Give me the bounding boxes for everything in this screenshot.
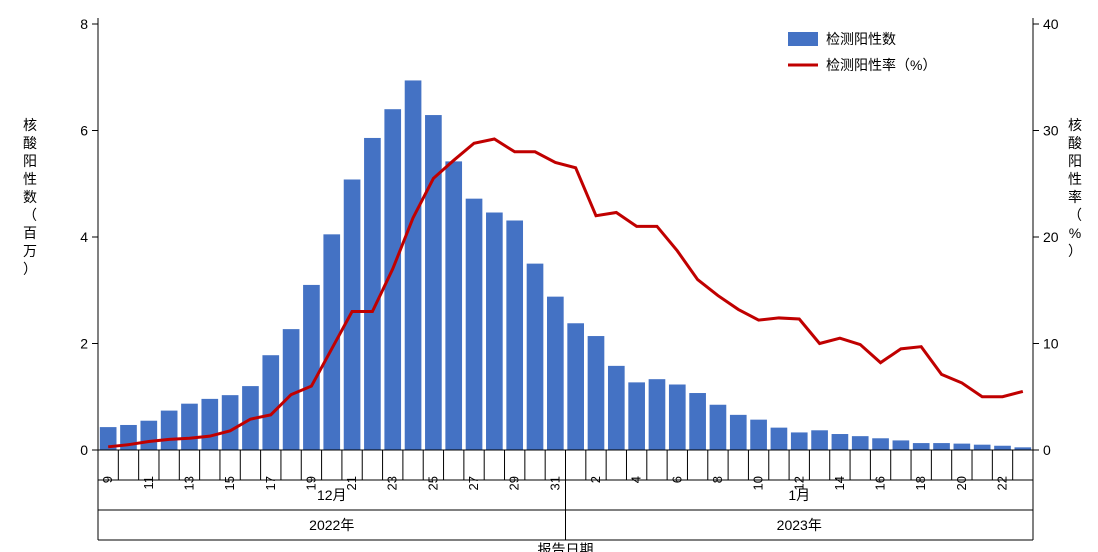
svg-text:阳: 阳: [1068, 153, 1082, 169]
xtick-label: 6: [669, 476, 684, 483]
xtick-label: 4: [629, 476, 644, 483]
year-label: 2023年: [777, 517, 822, 533]
bar: [649, 379, 666, 450]
bar: [852, 436, 869, 450]
xtick-label: 27: [466, 476, 481, 490]
svg-text:性: 性: [1068, 171, 1082, 187]
x-axis-label: 报告日期: [538, 541, 594, 552]
chart-svg: 0246801020304091113151719212325272931246…: [0, 0, 1098, 552]
chart-container: 0246801020304091113151719212325272931246…: [0, 0, 1098, 552]
svg-text:核: 核: [1068, 117, 1082, 133]
xtick-label: 10: [751, 476, 766, 490]
ytick-left-label: 4: [80, 229, 88, 245]
svg-text:（: （: [23, 207, 37, 223]
bar: [832, 434, 849, 450]
svg-text:数: 数: [23, 189, 37, 205]
bar: [730, 415, 747, 450]
svg-text:核: 核: [23, 117, 37, 133]
bar: [181, 404, 198, 450]
bar: [994, 446, 1011, 450]
bar: [608, 366, 625, 450]
bar: [283, 329, 300, 450]
bar: [689, 393, 706, 450]
xtick-label: 31: [547, 476, 562, 490]
xtick-label: 15: [222, 476, 237, 490]
svg-text:%: %: [1069, 225, 1081, 241]
svg-text:百: 百: [23, 225, 37, 241]
xtick-label: 8: [710, 476, 725, 483]
bar: [201, 399, 218, 450]
ytick-left-label: 0: [80, 442, 88, 458]
bar: [811, 430, 828, 450]
bar: [303, 285, 320, 450]
bar: [445, 161, 462, 450]
svg-text:）: ）: [23, 261, 37, 277]
bar: [710, 405, 727, 450]
bar: [567, 323, 584, 450]
bar: [506, 220, 523, 450]
xtick-label: 2: [588, 476, 603, 483]
xtick-label: 14: [832, 476, 847, 490]
xtick-label: 13: [181, 476, 196, 490]
ytick-right-label: 10: [1043, 336, 1059, 352]
xtick-label: 25: [425, 476, 440, 490]
bar: [364, 138, 381, 450]
ytick-right-label: 40: [1043, 16, 1059, 32]
bar: [344, 179, 361, 450]
ytick-left-label: 6: [80, 123, 88, 139]
xtick-label: 17: [263, 476, 278, 490]
bar: [161, 411, 178, 450]
xtick-label: 29: [507, 476, 522, 490]
bar: [323, 234, 340, 450]
bar: [628, 382, 645, 450]
bar: [872, 438, 889, 450]
ytick-left-label: 8: [80, 16, 88, 32]
bar: [954, 444, 971, 450]
bar: [750, 420, 767, 450]
bar: [527, 264, 544, 450]
svg-text:率: 率: [1068, 189, 1082, 205]
svg-text:阳: 阳: [23, 153, 37, 169]
svg-text:酸: 酸: [23, 135, 37, 151]
xtick-label: 20: [954, 476, 969, 490]
xtick-label: 11: [141, 476, 156, 490]
bar: [547, 297, 564, 450]
bar: [222, 395, 239, 450]
month-label: 1月: [788, 487, 810, 503]
xtick-label: 22: [995, 476, 1010, 490]
ytick-right-label: 20: [1043, 229, 1059, 245]
bar: [913, 443, 930, 450]
year-label: 2022年: [309, 517, 354, 533]
xtick-label: 9: [100, 476, 115, 483]
legend-label: 检测阳性数: [826, 31, 896, 47]
ytick-left-label: 2: [80, 336, 88, 352]
bar: [974, 445, 991, 450]
svg-text:万: 万: [23, 243, 37, 259]
bar: [140, 421, 157, 450]
bar: [486, 213, 503, 450]
bar: [669, 385, 686, 450]
bar: [405, 80, 422, 450]
svg-text:性: 性: [23, 171, 37, 187]
xtick-label: 16: [873, 476, 888, 490]
month-label: 12月: [317, 487, 347, 503]
y-axis-left-label: 核酸阳性数 （ 百万 ）: [23, 117, 37, 277]
bar: [262, 355, 279, 450]
ytick-right-label: 30: [1043, 123, 1059, 139]
svg-text:（: （: [1068, 207, 1082, 223]
bar: [588, 336, 605, 450]
bar: [791, 432, 808, 450]
legend-swatch-bar: [788, 32, 818, 46]
bar: [425, 115, 442, 450]
bar: [893, 440, 910, 450]
bar: [466, 199, 483, 450]
legend-label: 检测阳性率（%）: [826, 57, 936, 73]
xtick-label: 23: [385, 476, 400, 490]
bar: [771, 428, 788, 450]
xtick-label: 18: [913, 476, 928, 490]
svg-text:）: ）: [1068, 243, 1082, 259]
bar: [933, 443, 950, 450]
ytick-right-label: 0: [1043, 442, 1051, 458]
svg-text:酸: 酸: [1068, 135, 1082, 151]
